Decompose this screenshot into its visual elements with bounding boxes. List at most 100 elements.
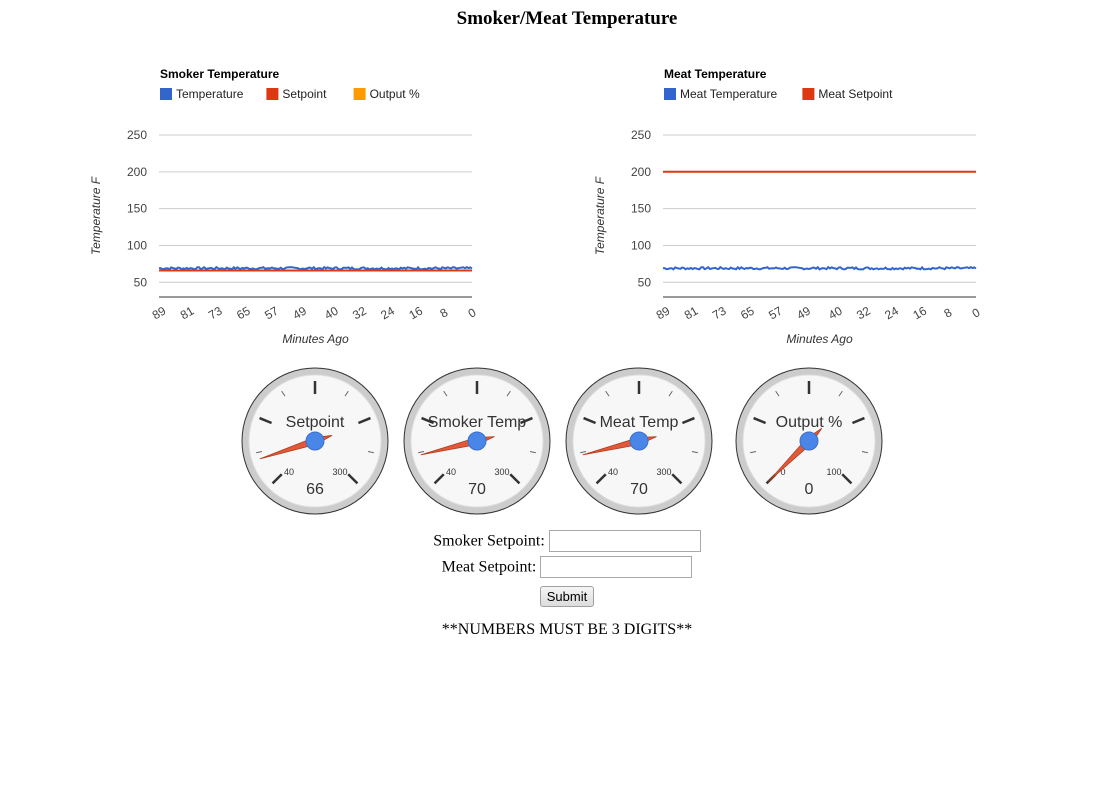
gauge-minor-tick (668, 390, 673, 397)
meat-setpoint-label: Meat Setpoint: (441, 558, 537, 576)
x-tick-label: 0 (970, 305, 983, 321)
gauge-major-tick (583, 416, 597, 425)
page-title: Smoker/Meat Temperature (456, 8, 678, 29)
gauge-value: 0 (805, 481, 814, 498)
submit-button[interactable]: Submit (539, 586, 595, 607)
x-axis-title: Minutes Ago (786, 332, 853, 346)
x-tick-label: 32 (854, 303, 873, 322)
smoker-setpoint-row: Smoker Setpoint: (0, 530, 1102, 556)
gauge-hub (799, 431, 819, 451)
y-tick-label: 250 (631, 128, 651, 142)
meat-setpoint-row: Meat Setpoint: (0, 556, 1102, 582)
gauge-minor-tick (529, 451, 536, 454)
gauge-max-label: 300 (494, 467, 509, 477)
x-tick-label: 40 (322, 303, 341, 322)
gauge-hub (305, 431, 325, 451)
series-line (662, 265, 977, 271)
x-axis-title: Minutes Ago (282, 332, 349, 346)
y-tick-label: 100 (127, 238, 147, 252)
legend-swatch (664, 88, 676, 100)
gauge-value: 66 (306, 481, 324, 498)
legend-label: Setpoint (282, 87, 327, 101)
gauge-minor-tick (838, 390, 843, 397)
x-tick-label: 81 (682, 303, 701, 322)
x-tick-label: 73 (206, 303, 225, 322)
series-line (158, 265, 473, 271)
gauge-major-tick (271, 473, 283, 485)
gauge-value: 70 (468, 481, 486, 498)
legend-swatch (802, 88, 815, 100)
x-tick-label: 65 (738, 303, 757, 322)
gauge-major-tick (259, 416, 273, 425)
output-gauge: Output % 0 100 0 (734, 366, 884, 516)
x-tick-label: 40 (826, 303, 845, 322)
gauge-min-label: 40 (284, 467, 294, 477)
x-tick-label: 8 (437, 305, 450, 321)
gauge-label: Smoker Temp (428, 414, 527, 431)
x-tick-label: 16 (406, 303, 425, 322)
chart-title: Meat Temperature (664, 67, 767, 81)
gauge-minor-tick (750, 451, 757, 454)
gauge-minor-tick (281, 390, 286, 397)
smoker-temp-gauge: Smoker Temp 40 300 70 (402, 366, 552, 516)
x-tick-label: 57 (262, 303, 281, 322)
gauge-minor-tick (256, 451, 263, 454)
gauge-major-tick (347, 473, 359, 485)
gauge-major-tick (509, 473, 521, 485)
y-tick-label: 200 (631, 165, 651, 179)
legend-swatch (160, 88, 172, 100)
meat-setpoint-input[interactable] (540, 556, 693, 579)
gauge-major-tick (681, 416, 695, 425)
gauge-major-tick (671, 473, 683, 485)
y-tick-label: 150 (631, 202, 651, 216)
gauge-min-label: 40 (608, 467, 618, 477)
legend-label: Meat Temperature (680, 87, 777, 101)
chart-title: Smoker Temperature (160, 67, 279, 81)
gauge-label: Meat Temp (600, 414, 679, 431)
gauge-minor-tick (775, 390, 780, 397)
gauge-hub (467, 431, 487, 451)
gauge-major-tick (519, 416, 533, 425)
gauge-minor-tick (605, 390, 610, 397)
gauge-minor-tick (506, 390, 511, 397)
x-tick-label: 81 (178, 303, 197, 322)
gauge-minor-tick (691, 451, 698, 454)
gauge-label: Output % (776, 414, 843, 431)
x-tick-label: 65 (234, 303, 253, 322)
meat-temperature-chart-svg: Meat Temperature Meat Temperature Meat Set… (593, 67, 983, 346)
y-axis-title: Temperature F (89, 176, 103, 255)
gauge-hub (629, 431, 649, 451)
x-tick-label: 16 (910, 303, 929, 322)
meat-temp-gauge: Meat Temp 40 300 70 (564, 366, 714, 516)
x-tick-label: 73 (710, 303, 729, 322)
gauge-minor-tick (580, 451, 587, 454)
setpoint-form: Smoker Setpoint: Meat Setpoint: Submit *… (0, 530, 1102, 639)
smoker-temperature-chart: Smoker Temperature Temperature Setpoint Out… (80, 60, 520, 360)
gauge-major-tick (851, 416, 865, 425)
gauge-value: 70 (630, 481, 648, 498)
y-axis-title: Temperature F (593, 176, 607, 255)
gauge-min-label: 0 (780, 467, 785, 477)
gauge-max-label: 100 (826, 467, 841, 477)
gauge-minor-tick (418, 451, 425, 454)
smoker-setpoint-input[interactable] (548, 530, 701, 553)
gauge-major-tick (753, 416, 767, 425)
x-tick-label: 24 (882, 303, 901, 322)
gauge-min-label: 40 (446, 467, 456, 477)
y-tick-label: 100 (631, 238, 651, 252)
gauge-minor-tick (344, 390, 349, 397)
legend-swatch (266, 88, 279, 100)
gauge-minor-tick (367, 451, 374, 454)
x-tick-label: 89 (654, 303, 673, 322)
y-tick-label: 200 (127, 165, 147, 179)
x-tick-label: 57 (766, 303, 785, 322)
gauge-minor-tick (861, 451, 868, 454)
gauge-minor-tick (443, 390, 448, 397)
y-tick-label: 250 (127, 128, 147, 142)
gauge-major-tick (433, 473, 445, 485)
gauge-max-label: 300 (332, 467, 347, 477)
legend-label: Temperature (176, 87, 244, 101)
x-tick-label: 8 (941, 305, 954, 321)
setpoint-gauge: Setpoint 40 300 66 (240, 366, 390, 516)
x-tick-label: 32 (350, 303, 369, 322)
